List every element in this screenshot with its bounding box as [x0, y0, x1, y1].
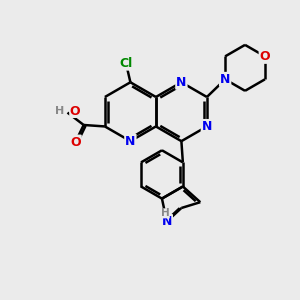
Text: H: H [161, 208, 170, 218]
Text: N: N [176, 76, 187, 89]
Text: N: N [162, 215, 172, 228]
Text: Cl: Cl [119, 57, 133, 70]
Text: O: O [260, 50, 270, 63]
Text: N: N [125, 135, 136, 148]
Text: N: N [220, 73, 230, 86]
Text: N: N [202, 120, 212, 133]
Text: O: O [70, 105, 80, 118]
Text: H: H [55, 106, 64, 116]
Text: O: O [70, 136, 81, 148]
